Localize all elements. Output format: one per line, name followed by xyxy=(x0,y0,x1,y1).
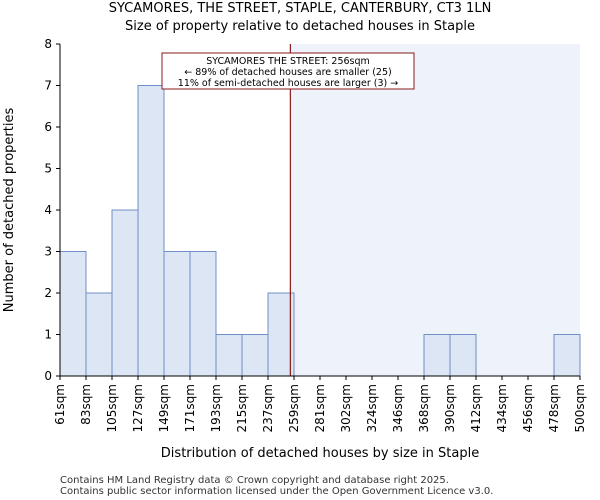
y-tick-label: 7 xyxy=(44,79,52,93)
y-tick-label: 0 xyxy=(44,369,52,383)
bar-83sqm xyxy=(85,292,113,377)
annotation-box xyxy=(161,52,415,90)
x-tick-label: 105sqm xyxy=(105,384,119,432)
chart-title: SYCAMORES, THE STREET, STAPLE, CANTERBUR… xyxy=(109,1,492,16)
bar-61sqm xyxy=(59,251,87,377)
bar-237sqm xyxy=(267,292,295,377)
x-tick-label: 500sqm xyxy=(573,384,587,432)
x-tick-label: 193sqm xyxy=(209,384,223,432)
bar-171sqm xyxy=(189,251,217,377)
y-tick-label: 8 xyxy=(44,37,52,51)
chart-subtitle: Size of property relative to detached ho… xyxy=(125,19,475,34)
x-tick-label: 127sqm xyxy=(131,384,145,432)
annotation-line-3: 11% of semi-detached houses are larger (… xyxy=(178,78,398,89)
bar-149sqm xyxy=(163,251,191,377)
x-axis-label: Distribution of detached houses by size … xyxy=(161,446,479,461)
x-tick-label: 83sqm xyxy=(79,384,93,425)
bar-105sqm xyxy=(111,209,139,377)
x-tick-label: 259sqm xyxy=(287,384,301,432)
bar-390sqm xyxy=(449,334,477,377)
x-tick-label: 346sqm xyxy=(391,384,405,432)
larger-region-shade xyxy=(290,44,580,376)
x-tick-label: 368sqm xyxy=(417,384,431,432)
x-tick-label: 456sqm xyxy=(521,384,535,432)
x-tick-label: 434sqm xyxy=(495,384,509,432)
x-tick-label: 324sqm xyxy=(365,384,379,432)
annotation-line-2: ← 89% of detached houses are smaller (25… xyxy=(184,67,391,78)
bar-127sqm xyxy=(137,85,165,377)
bar-478sqm xyxy=(553,334,581,377)
x-tick-label: 149sqm xyxy=(157,384,171,432)
x-tick-label: 171sqm xyxy=(183,384,197,432)
footer-line-1: Contains HM Land Registry data © Crown c… xyxy=(60,475,449,486)
x-tick-label: 412sqm xyxy=(469,384,483,432)
footer-line-2: Contains public sector information licen… xyxy=(60,486,493,497)
y-tick-label: 5 xyxy=(44,162,52,176)
plot-area: 0 1 2 3 4 5 6 7 8 61sqm 83sqm 105sqm 127sqm 149sqm 171… xyxy=(44,37,587,432)
x-tick-label: 390sqm xyxy=(443,384,457,432)
x-tick-label: 237sqm xyxy=(261,384,275,432)
y-tick-label: 2 xyxy=(44,286,52,300)
y-tick-label: 1 xyxy=(44,328,52,342)
x-tick-label: 281sqm xyxy=(313,384,327,432)
x-tick-label: 61sqm xyxy=(53,384,67,425)
y-axis-label: Number of detached properties xyxy=(2,108,17,313)
y-tick-label: 6 xyxy=(44,120,52,134)
x-tick-label: 215sqm xyxy=(235,384,249,432)
bar-215sqm xyxy=(241,334,269,377)
x-tick-label: 302sqm xyxy=(339,384,353,432)
annotation-line-1: SYCAMORES THE STREET: 256sqm xyxy=(206,56,370,67)
y-tick-label: 3 xyxy=(44,245,52,259)
bar-193sqm xyxy=(215,334,243,377)
bar-368sqm xyxy=(423,334,451,377)
x-tick-label: 478sqm xyxy=(547,384,561,432)
y-tick-label: 4 xyxy=(44,203,52,217)
